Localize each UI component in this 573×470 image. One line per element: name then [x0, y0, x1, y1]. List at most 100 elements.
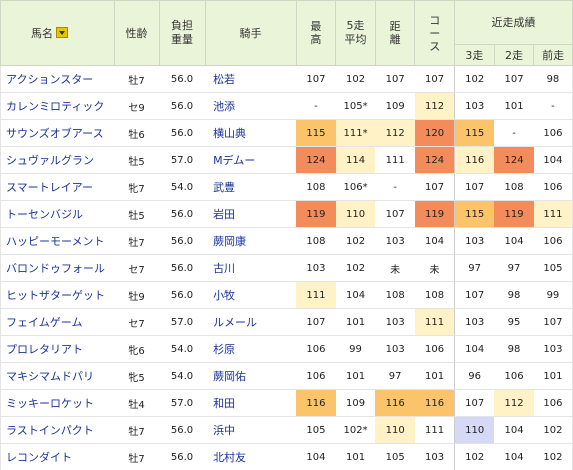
table-row: マキシマムドパリ 牝5 54.0 蕨岡佑 106 101 97 101 96 106 101	[0, 362, 573, 390]
horse-name-link[interactable]: カレンミロティック	[6, 100, 105, 113]
jockey-name-link[interactable]: 北村友	[213, 451, 247, 464]
jockey-name-cell: 松若	[205, 65, 297, 93]
horse-name-cell: カレンミロティック	[0, 92, 115, 120]
jockey-name-link[interactable]: 浜中	[213, 424, 236, 437]
horse-weight: 56.0	[159, 443, 206, 470]
value-dist: 107	[375, 200, 415, 228]
jockey-name-link[interactable]: 横山典	[213, 127, 247, 140]
value-r3: 115	[454, 119, 495, 147]
value-course: 101	[414, 362, 455, 390]
value-r3: 107	[454, 389, 495, 417]
horse-age: セ7	[114, 254, 160, 282]
value-course: 119	[414, 200, 455, 228]
jockey-name-link[interactable]: 古川	[213, 262, 236, 275]
value-r2: 124	[494, 146, 534, 174]
horse-age: 牡7	[114, 227, 160, 255]
value-best: 103	[296, 254, 336, 282]
sort-dropdown-icon[interactable]	[56, 26, 68, 38]
horse-age: 牡7	[114, 65, 160, 93]
horse-name-link[interactable]: バロンドゥフォール	[6, 262, 105, 275]
value-r2: 119	[494, 200, 534, 228]
jockey-name-link[interactable]: 蕨岡康	[213, 235, 247, 248]
horse-name-link[interactable]: ハッピーモーメント	[6, 235, 105, 248]
horse-name-link[interactable]: トーセンバジル	[6, 208, 83, 221]
horse-name-cell: トーセンバジル	[0, 200, 115, 228]
header-dist: 距離	[374, 0, 416, 66]
jockey-name-link[interactable]: 岩田	[213, 208, 236, 221]
horse-age: 牡7	[114, 416, 160, 444]
header-dist-label: 距離	[389, 20, 401, 46]
value-r2: 95	[494, 308, 534, 336]
horse-weight: 57.0	[159, 146, 206, 174]
value-best: 106	[296, 362, 336, 390]
header-weight-label: 負担重量	[171, 19, 194, 46]
jockey-name-link[interactable]: 池添	[213, 100, 236, 113]
horse-weight: 56.0	[159, 227, 206, 255]
horse-age: 牝6	[114, 335, 160, 363]
value-avg5: 105*	[335, 92, 376, 120]
horse-age: 牝5	[114, 362, 160, 390]
horse-age: 牡6	[114, 119, 160, 147]
jockey-name-link[interactable]: 小牧	[213, 289, 236, 302]
value-course: 103	[414, 443, 455, 470]
horse-name-link[interactable]: プロレタリアト	[6, 343, 83, 356]
jockey-name-link[interactable]: 武豊	[213, 181, 236, 194]
horse-weight: 56.0	[159, 200, 206, 228]
horse-name-link[interactable]: ミッキーロケット	[6, 397, 94, 410]
horse-weight: 57.0	[159, 389, 206, 417]
horse-name-cell: フェイムゲーム	[0, 308, 115, 336]
horse-name-link[interactable]: レコンダイト	[6, 451, 72, 464]
value-avg5: 101	[335, 443, 376, 470]
horse-weight: 54.0	[159, 335, 206, 363]
horse-name-link[interactable]: サウンズオブアース	[6, 127, 104, 140]
value-r3: 107	[454, 173, 495, 201]
header-weight: 負担重量	[158, 0, 206, 66]
value-dist: 110	[375, 416, 415, 444]
header-recent: 近走成績	[454, 0, 573, 45]
header-name[interactable]: 馬名	[0, 0, 115, 66]
horse-name-link[interactable]: アクションスター	[6, 73, 94, 86]
value-course: 111	[414, 416, 455, 444]
horse-age: 牡7	[114, 443, 160, 470]
horse-name-link[interactable]: マキシマムドパリ	[6, 370, 94, 383]
jockey-name-link[interactable]: 杉原	[213, 343, 236, 356]
table-row: プロレタリアト 牝6 54.0 杉原 106 99 103 106 104 98 103	[0, 335, 573, 363]
table-row: ラストインパクト 牡7 56.0 浜中 105 102* 110 111 110 104 102	[0, 416, 573, 444]
table-row: ミッキーロケット 牡4 57.0 和田 116 109 116 116 107 112 106	[0, 389, 573, 417]
value-dist: 103	[375, 308, 415, 336]
header-age: 性齢	[113, 0, 160, 66]
header-avg5-label: 5走平均	[344, 19, 367, 46]
horse-name-link[interactable]: ラストインパクト	[6, 424, 94, 437]
table-row: シュヴァルグラン 牡5 57.0 Mデムー 124 114 111 124 116 124 104	[0, 146, 573, 174]
value-best: 111	[296, 281, 336, 309]
horse-name-link[interactable]: ヒットザターゲット	[6, 289, 105, 302]
jockey-name-link[interactable]: 松若	[213, 73, 236, 86]
jockey-name-cell: 杉原	[205, 335, 297, 363]
value-dist: 未	[375, 254, 415, 282]
header-best: 最高	[295, 0, 337, 66]
jockey-name-link[interactable]: 和田	[213, 397, 236, 410]
jockey-name-cell: ルメール	[205, 308, 297, 336]
horse-name-link[interactable]: スマートレイアー	[6, 181, 94, 194]
value-best: 107	[296, 65, 336, 93]
jockey-name-cell: 池添	[205, 92, 297, 120]
jockey-name-cell: 横山典	[205, 119, 297, 147]
value-avg5: 102	[335, 65, 376, 93]
horse-name-link[interactable]: シュヴァルグラン	[6, 154, 94, 167]
table-row: フェイムゲーム セ7 57.0 ルメール 107 101 103 111 103 95 107	[0, 308, 573, 336]
horse-name-cell: シュヴァルグラン	[0, 146, 115, 174]
horse-weight: 56.0	[159, 119, 206, 147]
value-r1: 101	[533, 362, 573, 390]
value-r1: 106	[533, 173, 573, 201]
value-best: 124	[296, 146, 336, 174]
value-avg5: 114	[335, 146, 376, 174]
jockey-name-link[interactable]: Mデムー	[213, 154, 256, 167]
horse-name-link[interactable]: フェイムゲーム	[6, 316, 83, 329]
header-jockey: 騎手	[204, 0, 297, 66]
value-r1: 106	[533, 389, 573, 417]
value-r1: 107	[533, 308, 573, 336]
value-r2: 107	[494, 65, 534, 93]
jockey-name-link[interactable]: 蕨岡佑	[213, 370, 247, 383]
jockey-name-link[interactable]: ルメール	[213, 316, 258, 329]
value-avg5: 102	[335, 254, 376, 282]
